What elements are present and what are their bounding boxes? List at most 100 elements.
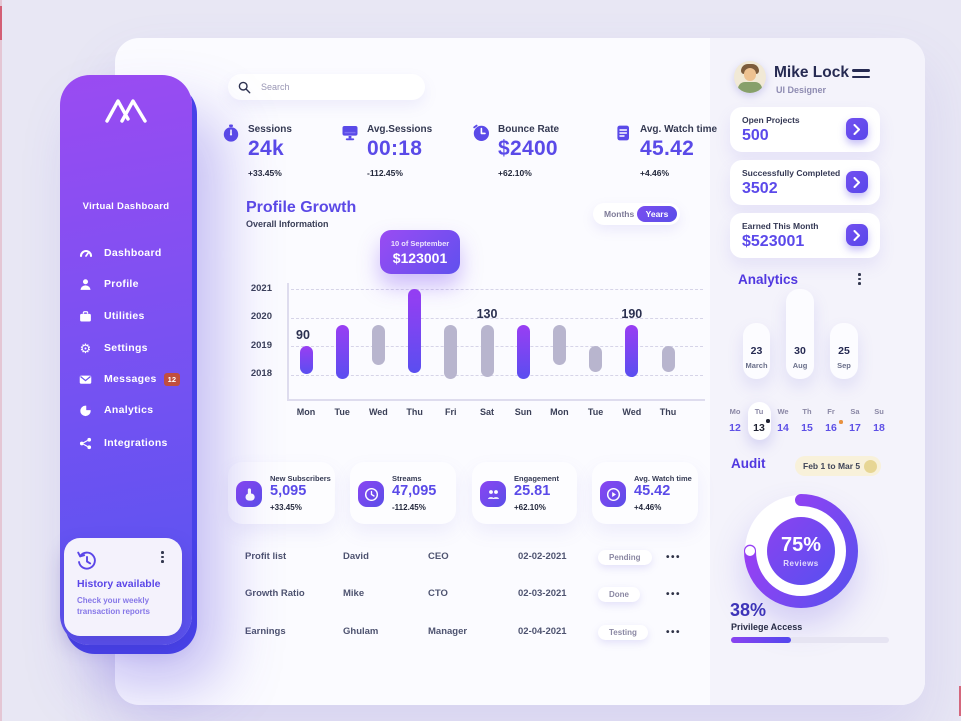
chart-bar-tue-8[interactable] <box>589 346 603 372</box>
history-card: History available Check your weekly tran… <box>64 538 182 636</box>
calendar-cell-su[interactable]: Su 18 <box>873 407 885 434</box>
sidebar-item-analytics[interactable]: Analytics <box>60 400 192 420</box>
successfully-completed-arrow-button[interactable] <box>846 171 868 193</box>
stat-label: Bounce Rate <box>498 124 560 135</box>
toggle-years[interactable]: Years <box>637 206 677 222</box>
calendar-cell-we[interactable]: We 14 <box>777 407 789 434</box>
table-row[interactable]: Growth Ratio Mike CTO 02-03-2021 Done ••… <box>228 583 698 607</box>
chart-tooltip: 10 of September $123001 <box>380 230 460 274</box>
x-axis-label: Sun <box>514 407 532 417</box>
x-axis-label: Mon <box>550 407 569 417</box>
reviews-percent: 75% <box>780 534 822 556</box>
row-date: 02-02-2021 <box>518 551 567 562</box>
speedometer-icon <box>78 246 93 261</box>
chart-bar-tue-1[interactable] <box>335 324 349 379</box>
chart-bar-thu-3[interactable] <box>408 289 422 374</box>
x-axis-label: Thu <box>659 407 677 417</box>
search-input[interactable] <box>259 81 413 93</box>
card-avg-watch-time: Avg. Watch time 45.42 +4.46% <box>592 462 698 524</box>
earned-this-month-arrow-button[interactable] <box>846 224 868 246</box>
avatar[interactable] <box>734 61 766 93</box>
table-row[interactable]: Earnings Ghulam Manager 02-04-2021 Testi… <box>228 621 698 645</box>
stat-label: Sessions <box>248 124 292 135</box>
row-role: CTO <box>428 588 448 599</box>
chart-bar-wed-2[interactable] <box>371 324 385 365</box>
stat-delta: -112.45% <box>367 168 403 178</box>
y-axis-label: 2018 <box>250 368 272 379</box>
calendar-selected-pill <box>748 402 771 440</box>
calendar-cell-fr[interactable]: Fr 16 <box>819 407 843 434</box>
audit-date-range-dropdown[interactable]: Feb 1 to Mar 5 <box>795 456 881 476</box>
status-badge[interactable]: Done <box>598 587 640 602</box>
clock-icon <box>473 124 489 141</box>
chart-bar-mon-7[interactable] <box>552 324 566 365</box>
card-successfully-completed: Successfully Completed 3502 <box>730 160 880 205</box>
y-axis-label: 2019 <box>250 340 272 351</box>
table-row[interactable]: Profit list David CEO 02-02-2021 Pending… <box>228 546 698 570</box>
menu-hamburger-icon[interactable] <box>852 69 870 79</box>
open-projects-arrow-button[interactable] <box>846 118 868 140</box>
row-menu-kebab-icon[interactable]: ••• <box>666 589 682 600</box>
status-badge[interactable]: Pending <box>598 550 652 565</box>
reviews-donut-chart <box>744 494 858 608</box>
sidebar-item-messages[interactable]: Messages 12 <box>60 369 192 389</box>
x-axis-label: Sat <box>479 407 495 417</box>
analytics-menu-kebab-icon[interactable] <box>858 273 861 285</box>
bar-value-label: 190 <box>621 306 643 321</box>
status-badge[interactable]: Testing <box>598 625 648 640</box>
calendar-cell-mo[interactable]: Mo 12 <box>729 407 741 434</box>
tooltip-amount: $123001 <box>392 249 448 266</box>
chart-bar-sun-6[interactable] <box>516 324 530 379</box>
x-axis-line <box>287 399 705 401</box>
analytics-bar-aug[interactable]: 30 Aug <box>786 289 814 379</box>
row-role: CEO <box>428 551 449 562</box>
sidebar-item-utilities[interactable]: Utilities <box>60 306 192 326</box>
history-description: Check your weekly transaction reports <box>77 596 150 616</box>
app-title: Virtual Dashboard <box>82 201 170 212</box>
donut-end-dot <box>745 546 755 556</box>
event-dot <box>766 419 770 423</box>
card-earned-this-month: Earned This Month $523001 <box>730 213 880 258</box>
chart-bar-wed-9[interactable] <box>625 324 639 378</box>
section-title-profile-growth: Profile Growth <box>246 199 357 216</box>
chart-bar-sat-5[interactable] <box>480 324 494 378</box>
donut-center: 75% Reviews <box>767 517 835 585</box>
analytics-bar-sep[interactable]: 25 Sep <box>830 323 858 379</box>
stat-sessions: Sessions 24k +33.45% <box>222 124 292 178</box>
history-menu-kebab-icon[interactable] <box>161 551 164 563</box>
sidebar-item-dashboard[interactable]: Dashboard <box>60 243 192 263</box>
toggle-months[interactable]: Months <box>604 209 635 219</box>
app-logo-icon <box>105 99 147 123</box>
chevron-right-icon <box>853 229 860 241</box>
row-role: Manager <box>428 626 468 637</box>
analytics-bar-march[interactable]: 23 March <box>743 323 770 379</box>
calendar-cell-tu-selected[interactable]: Tu 13 <box>747 407 771 434</box>
row-person: Ghulam <box>343 626 379 637</box>
chevron-right-icon <box>853 176 860 188</box>
sidebar-item-profile[interactable]: Profile <box>60 274 192 294</box>
gridline <box>291 289 703 290</box>
gridline <box>291 346 703 347</box>
profile-growth-chart: 90 Mon Tue Wed Thu Fri 130 Sat Sun Mon Tue 190 Wed Th… <box>287 283 705 423</box>
chart-bar-fri-4[interactable] <box>444 324 458 379</box>
row-menu-kebab-icon[interactable]: ••• <box>666 627 682 638</box>
sidebar-item-settings[interactable]: ⚙ Settings <box>79 340 148 356</box>
row-menu-kebab-icon[interactable]: ••• <box>666 552 682 563</box>
search-bar <box>228 74 425 100</box>
stat-label: Avg. Watch time <box>640 124 718 135</box>
tooltip-date: 10 of September <box>390 238 450 248</box>
row-item: Earnings <box>245 626 286 637</box>
x-axis-label: Wed <box>368 407 388 417</box>
chart-bar-thu-10[interactable] <box>661 346 675 372</box>
privilege-label: Privilege Access <box>731 622 803 632</box>
calendar-cell-sa[interactable]: Sa 17 <box>849 407 861 434</box>
chart-bar-mon-0[interactable] <box>299 346 313 375</box>
row-date: 02-03-2021 <box>518 588 567 599</box>
calendar-cell-th[interactable]: Th 15 <box>801 407 813 434</box>
sidebar-item-integrations[interactable]: Integrations <box>60 433 192 453</box>
analytics-title: Analytics <box>738 272 799 287</box>
privilege-progress-track <box>731 637 889 643</box>
monitor-icon <box>342 126 358 141</box>
gridline <box>291 374 703 376</box>
